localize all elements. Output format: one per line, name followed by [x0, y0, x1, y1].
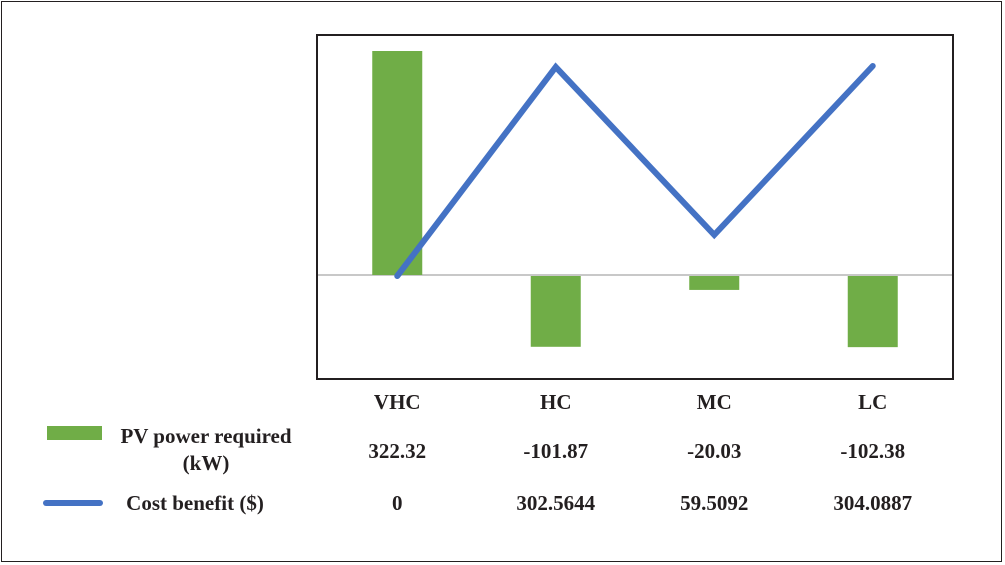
data-table: PV power required (kW) 322.32 -101.87 -20.03… [43, 424, 912, 515]
category-label-mc: MC [697, 390, 732, 414]
legend-label-cost-benefit: Cost benefit ($) [126, 491, 264, 515]
category-label-lc: LC [858, 390, 887, 414]
table-cell-pv-hc: -101.87 [523, 439, 588, 463]
category-labels: VHC HC MC LC [374, 390, 887, 414]
cost-benefit-line [394, 62, 876, 279]
table-cell-pv-mc: -20.03 [687, 439, 741, 463]
category-label-hc: HC [540, 390, 572, 414]
bar-hc [530, 276, 581, 347]
bar-lc [847, 276, 898, 348]
category-label-vhc: VHC [374, 390, 421, 414]
bar-mc [689, 276, 740, 290]
table-cell-cost-mc: 59.5092 [680, 491, 748, 515]
bars [372, 51, 898, 348]
table-cell-pv-vhc: 322.32 [368, 439, 426, 463]
legend-key-pv-power [47, 426, 102, 440]
table-cell-cost-lc: 304.0887 [833, 491, 912, 515]
bar-vhc [372, 51, 423, 275]
legend-label-pv-power: PV power required (kW) [120, 424, 291, 475]
table-cell-pv-lc: -102.38 [840, 439, 905, 463]
table-cell-cost-hc: 302.5644 [516, 491, 595, 515]
table-cell-cost-vhc: 0 [392, 491, 403, 515]
